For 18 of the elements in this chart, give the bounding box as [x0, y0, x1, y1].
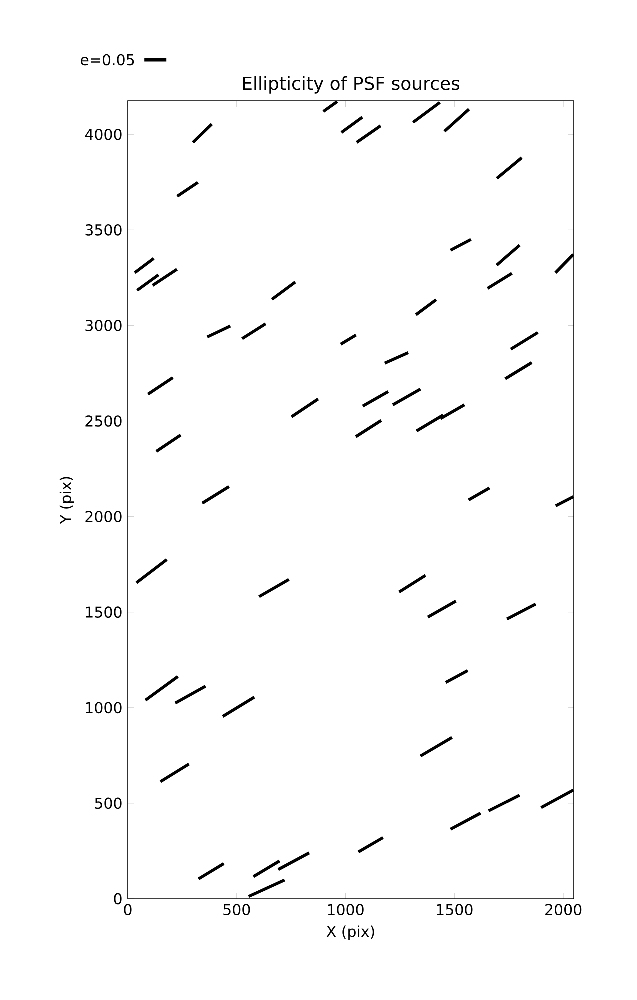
- y-tick-label: 1000: [86, 702, 122, 714]
- y-tick-label: 2000: [86, 511, 122, 522]
- y-tick-label: 0: [114, 893, 122, 905]
- y-tick-label: 3500: [86, 224, 122, 236]
- x-tick-label: 1500: [437, 904, 473, 916]
- y-tick-label: 3000: [86, 320, 122, 332]
- y-tick-label: 4000: [85, 128, 122, 140]
- y-axis-title: Y (pix): [60, 477, 74, 524]
- x-tick-label: 2000: [546, 904, 582, 916]
- x-axis-title: X (pix): [326, 926, 374, 940]
- y-tick-label: 500: [95, 798, 122, 810]
- x-tick-label: 1000: [328, 904, 364, 916]
- y-tick-label: 1500: [86, 606, 122, 618]
- text: e=0.05: [81, 54, 134, 66]
- y-tick-label: 2500: [86, 416, 122, 427]
- chart-title: Ellipticity of PSF sources: [243, 76, 460, 94]
- x-tick-label: 0: [124, 904, 132, 916]
- x-tick-label: 500: [224, 904, 250, 916]
